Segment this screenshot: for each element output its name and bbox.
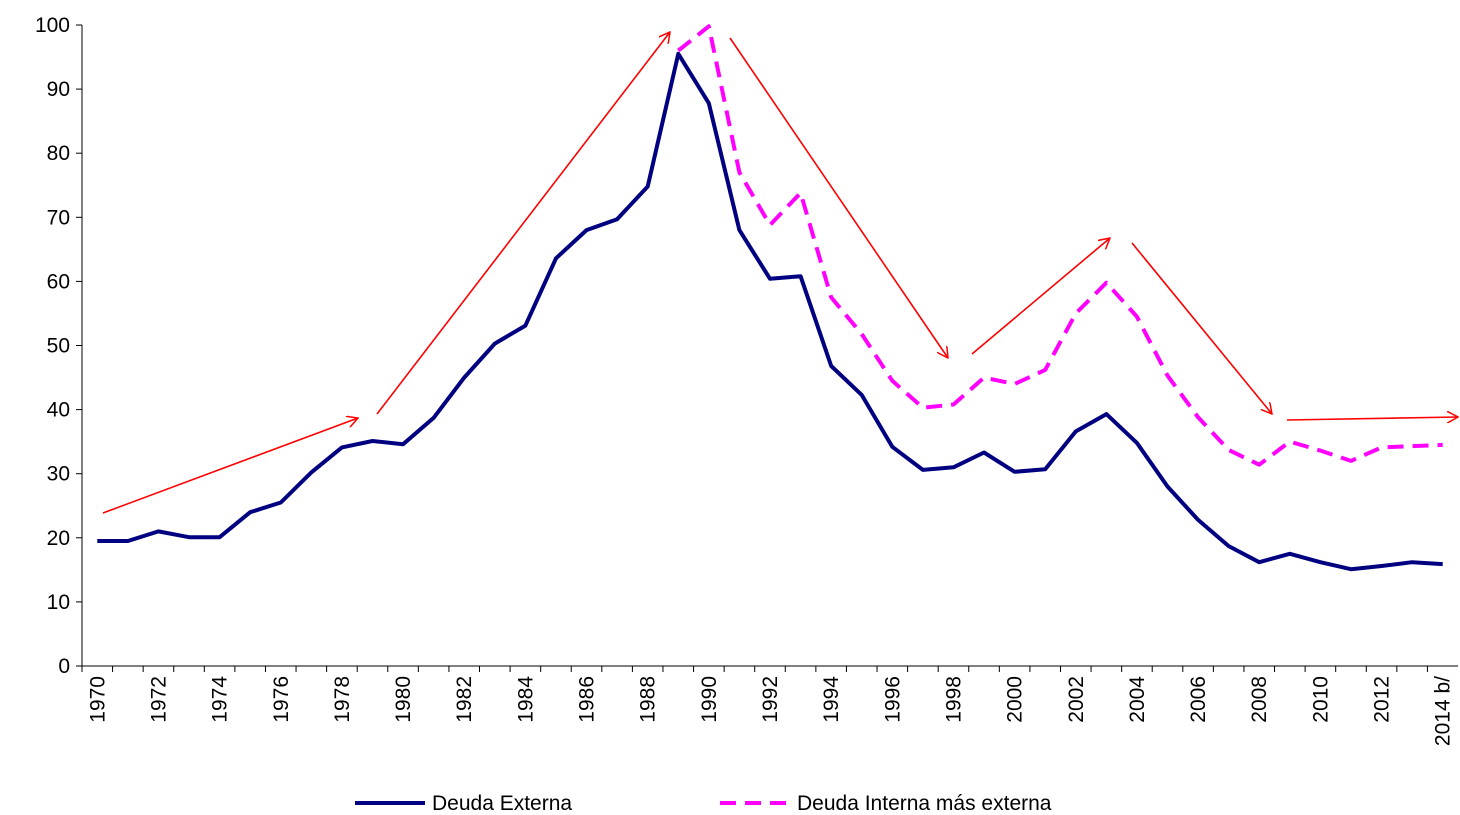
x-tick-label: 1992 (759, 676, 782, 723)
x-tick-label: 2006 (1187, 676, 1210, 723)
x-tick-label: 1980 (392, 676, 415, 723)
y-tick-label: 20 (47, 527, 70, 550)
y-tick-label: 0 (58, 655, 70, 678)
x-tick-label: 1982 (453, 676, 476, 723)
x-tick-label: 1998 (942, 676, 965, 723)
x-tick-label: 2014 b/ (1432, 676, 1455, 746)
x-tick-label: 2012 (1371, 676, 1394, 723)
arrow (376, 32, 670, 415)
x-tick-label: 1994 (820, 676, 843, 723)
arrow (971, 238, 1110, 355)
x-tick-label: 1972 (147, 676, 170, 723)
x-tick-label: 2000 (1004, 676, 1027, 723)
arrow (1131, 242, 1272, 414)
legend-label: Deuda Externa (432, 792, 572, 815)
x-tick-label: 2008 (1248, 676, 1271, 723)
trend-arrows (102, 32, 1458, 514)
y-tick-label: 70 (47, 206, 70, 229)
y-tick-label: 100 (35, 14, 70, 37)
x-tick-label: 1974 (209, 676, 232, 723)
x-tick-label: 1990 (698, 676, 721, 723)
y-tick-label: 10 (47, 591, 70, 614)
x-tick-label: 1976 (270, 676, 293, 723)
x-tick-label: 1970 (86, 676, 109, 723)
x-tick-label: 2002 (1065, 676, 1088, 723)
x-tick-label: 1996 (881, 676, 904, 723)
x-tick-label: 2004 (1126, 676, 1149, 723)
line-series (97, 51, 1443, 572)
y-tick-label: 60 (47, 270, 70, 293)
x-tick-label: 1986 (576, 676, 599, 723)
legend-label: Deuda Interna más externa (797, 792, 1052, 815)
x-tick-label: 1988 (637, 676, 660, 723)
y-tick-label: 40 (47, 399, 70, 422)
arrow (102, 418, 358, 514)
y-tick-label: 80 (47, 142, 70, 165)
y-tick-label: 90 (47, 78, 70, 101)
y-tick-label: 50 (47, 335, 70, 358)
x-tick-label: 1984 (514, 676, 537, 723)
arrow (1286, 417, 1458, 420)
y-tick-label: 30 (47, 463, 70, 486)
x-tick-label: 1978 (331, 676, 354, 723)
line-series (677, 24, 1443, 467)
arrow (729, 37, 948, 358)
x-tick-label: 2010 (1309, 676, 1332, 723)
